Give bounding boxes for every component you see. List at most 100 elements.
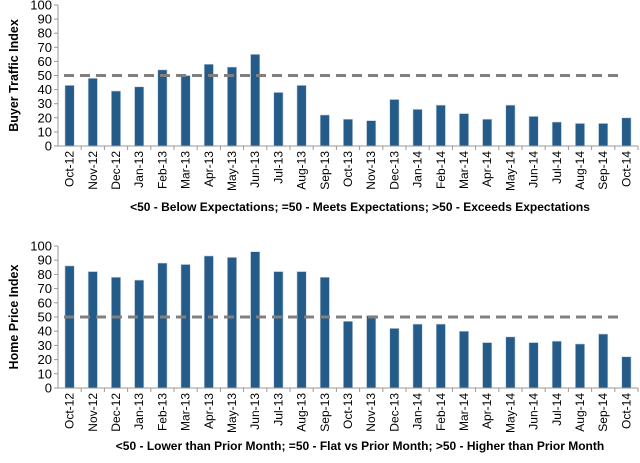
bar-Jan-14 xyxy=(412,109,423,147)
bar-Jun-14 xyxy=(528,116,539,147)
x-tick-label: Aug-14 xyxy=(573,393,587,432)
x-tick-label: Aug-13 xyxy=(295,151,309,190)
bar-Mar-13 xyxy=(180,75,191,147)
x-tick-label: Mar-14 xyxy=(457,393,471,431)
x-tick-label: Jul-13 xyxy=(271,393,285,426)
bar-Feb-14 xyxy=(435,323,446,389)
bar-Nov-12 xyxy=(87,271,98,389)
y-tick-label: 20 xyxy=(38,352,52,367)
bar-Mar-14 xyxy=(459,113,469,147)
bar-Sep-14 xyxy=(598,333,609,389)
x-tick-label: May-13 xyxy=(225,393,239,433)
y-tick-label: 90 xyxy=(38,253,52,268)
bar-Oct-14 xyxy=(621,117,632,147)
bar-Dec-12 xyxy=(111,90,121,147)
bar-Dec-12 xyxy=(111,276,121,389)
bar-May-14 xyxy=(505,336,516,389)
bar-Feb-13 xyxy=(157,262,168,389)
y-tick-label: 30 xyxy=(38,338,52,353)
x-tick-label: Apr-13 xyxy=(202,151,216,187)
bar-Jul-13 xyxy=(273,92,284,147)
x-tick-label: May-14 xyxy=(503,393,517,433)
x-tick-label: Feb-13 xyxy=(155,151,169,189)
bar-Aug-14 xyxy=(575,123,585,147)
x-tick-label: Oct-14 xyxy=(619,393,633,429)
y-tick-label: 50 xyxy=(38,68,52,83)
bar-Jan-14 xyxy=(412,323,423,389)
y-tick-label: 0 xyxy=(45,139,52,154)
y-tick-label: 100 xyxy=(30,239,52,254)
x-tick-label: Jun-13 xyxy=(248,393,262,430)
y-tick-label: 70 xyxy=(38,281,52,296)
y-tick-label: 80 xyxy=(38,267,52,282)
x-tick-label: Nov-12 xyxy=(86,393,100,432)
x-tick-label: Feb-14 xyxy=(434,151,448,189)
bar-Oct-14 xyxy=(621,356,632,389)
x-tick-label: Dec-13 xyxy=(387,393,401,432)
bar-May-13 xyxy=(227,257,237,389)
bar-Sep-13 xyxy=(319,276,330,389)
bar-Dec-13 xyxy=(389,99,400,147)
y-tick-label: 100 xyxy=(30,0,52,13)
bar-Oct-12 xyxy=(64,265,75,389)
x-tick-label: Oct-13 xyxy=(341,393,355,429)
x-tick-label: Jul-13 xyxy=(271,151,285,184)
x-tick-label: Feb-13 xyxy=(155,393,169,431)
x-tick-label: Sep-14 xyxy=(596,393,610,432)
bar-Oct-13 xyxy=(343,320,353,389)
x-tick-label: Dec-12 xyxy=(109,393,123,432)
x-tick-label: Jun-13 xyxy=(248,151,262,188)
y-tick-label: 90 xyxy=(38,12,52,27)
bar-Feb-13 xyxy=(157,69,168,147)
x-tick-label: Jan-14 xyxy=(411,151,425,188)
y-tick-label: 20 xyxy=(38,110,52,125)
x-tick-label: Jun-14 xyxy=(527,393,541,430)
x-tick-label: Sep-13 xyxy=(318,393,332,432)
y-tick-label: 40 xyxy=(38,82,52,97)
x-tick-label: Sep-13 xyxy=(318,151,332,190)
x-tick-label: Dec-12 xyxy=(109,151,123,190)
x-axis-caption: <50 - Lower than Prior Month; =50 - Flat… xyxy=(116,439,604,453)
x-tick-label: Apr-14 xyxy=(480,393,494,429)
x-tick-label: Apr-13 xyxy=(202,393,216,429)
bar-Apr-13 xyxy=(203,255,214,389)
y-tick-label: 0 xyxy=(45,381,52,396)
bar-Feb-14 xyxy=(435,104,446,147)
bar-Aug-13 xyxy=(296,271,307,389)
bar-Apr-14 xyxy=(482,118,493,147)
x-tick-label: Sep-14 xyxy=(596,151,610,190)
bar-Jan-13 xyxy=(134,86,145,147)
x-tick-label: Jan-13 xyxy=(132,151,146,188)
x-tick-label: Jan-13 xyxy=(132,393,146,430)
x-tick-label: Feb-14 xyxy=(434,393,448,431)
bar-Aug-14 xyxy=(575,343,585,389)
x-tick-label: Nov-13 xyxy=(364,393,378,432)
x-tick-label: Jun-14 xyxy=(527,151,541,188)
bar-Jun-14 xyxy=(528,342,539,389)
bar-Sep-13 xyxy=(319,114,330,147)
x-tick-label: Mar-13 xyxy=(179,393,193,431)
bar-Mar-13 xyxy=(180,264,191,389)
y-tick-label: 30 xyxy=(38,96,52,111)
bar-Mar-14 xyxy=(459,330,469,389)
x-tick-label: Aug-13 xyxy=(295,393,309,432)
bar-Nov-13 xyxy=(366,315,377,389)
x-tick-label: Mar-13 xyxy=(179,151,193,189)
bar-Jul-13 xyxy=(273,271,284,389)
bar-Nov-13 xyxy=(366,120,377,147)
bar-Sep-14 xyxy=(598,123,609,147)
x-tick-label: May-14 xyxy=(503,151,517,191)
x-tick-label: Apr-14 xyxy=(480,151,494,187)
x-tick-label: Jan-14 xyxy=(411,393,425,430)
x-tick-label: Oct-13 xyxy=(341,151,355,187)
bar-Aug-13 xyxy=(296,85,307,147)
bar-Jun-13 xyxy=(250,251,261,389)
bar-May-13 xyxy=(227,66,237,147)
y-axis-title: Home Price Index xyxy=(7,265,21,370)
y-tick-label: 60 xyxy=(38,295,52,310)
bar-Jul-14 xyxy=(551,121,562,147)
y-tick-label: 70 xyxy=(38,40,52,55)
